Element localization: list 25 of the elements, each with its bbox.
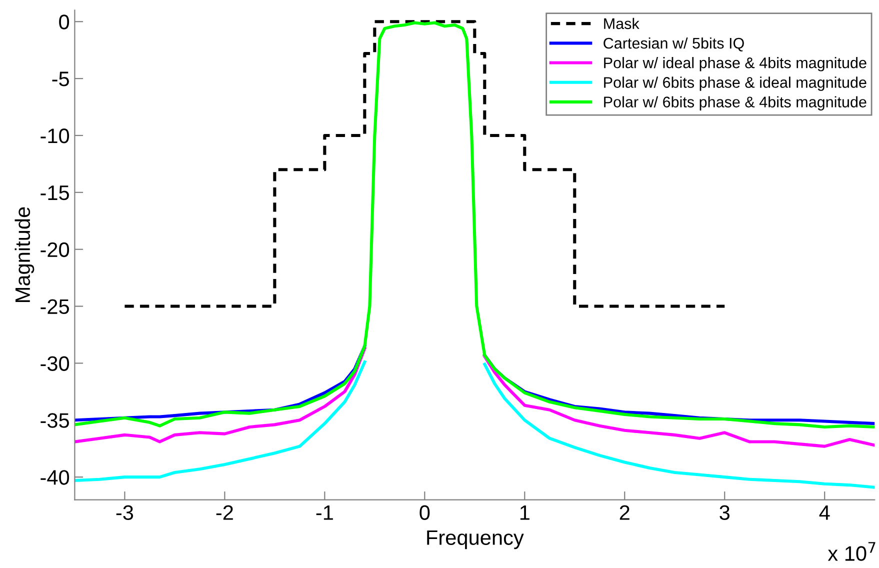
y-tick-label: -10 (40, 128, 70, 144)
y-tick-label: -35 (40, 413, 69, 428)
x-tick-label: 4 (819, 505, 830, 520)
legend-label: Polar w/ 6bits phase & ideal magnitude (604, 76, 866, 91)
x-tick-label: -3 (116, 505, 134, 520)
x-tick-label: 0 (420, 505, 430, 520)
x-tick-label: 2 (620, 505, 630, 520)
y-axis-title: Magnitude (14, 207, 34, 302)
x-tick-label: 1 (520, 505, 530, 520)
y-tick-label: -25 (40, 299, 69, 314)
y-tick-label: 0 (59, 14, 70, 30)
legend-label: Polar w/ 6bits phase & 4bits magnitude (604, 96, 866, 110)
legend-label: Cartesian w/ 5bits IQ (604, 37, 744, 52)
y-tick-label: -5 (52, 72, 69, 86)
x-tick-label: -2 (216, 505, 233, 520)
y-tick-label: -20 (40, 242, 70, 258)
x-tick-label: 3 (720, 505, 730, 520)
legend-label: Mask (604, 18, 640, 30)
x-axis-title: Frequency (427, 530, 524, 550)
y-tick-label: -30 (40, 356, 70, 371)
y-tick-label: -40 (40, 470, 70, 485)
x-tick-label: -1 (316, 505, 333, 520)
y-tick-label: -15 (40, 186, 69, 200)
text: x 10$^{7}$ (828, 542, 876, 561)
legend-label: Polar w/ ideal phase & 4bits magnitude (604, 57, 866, 72)
